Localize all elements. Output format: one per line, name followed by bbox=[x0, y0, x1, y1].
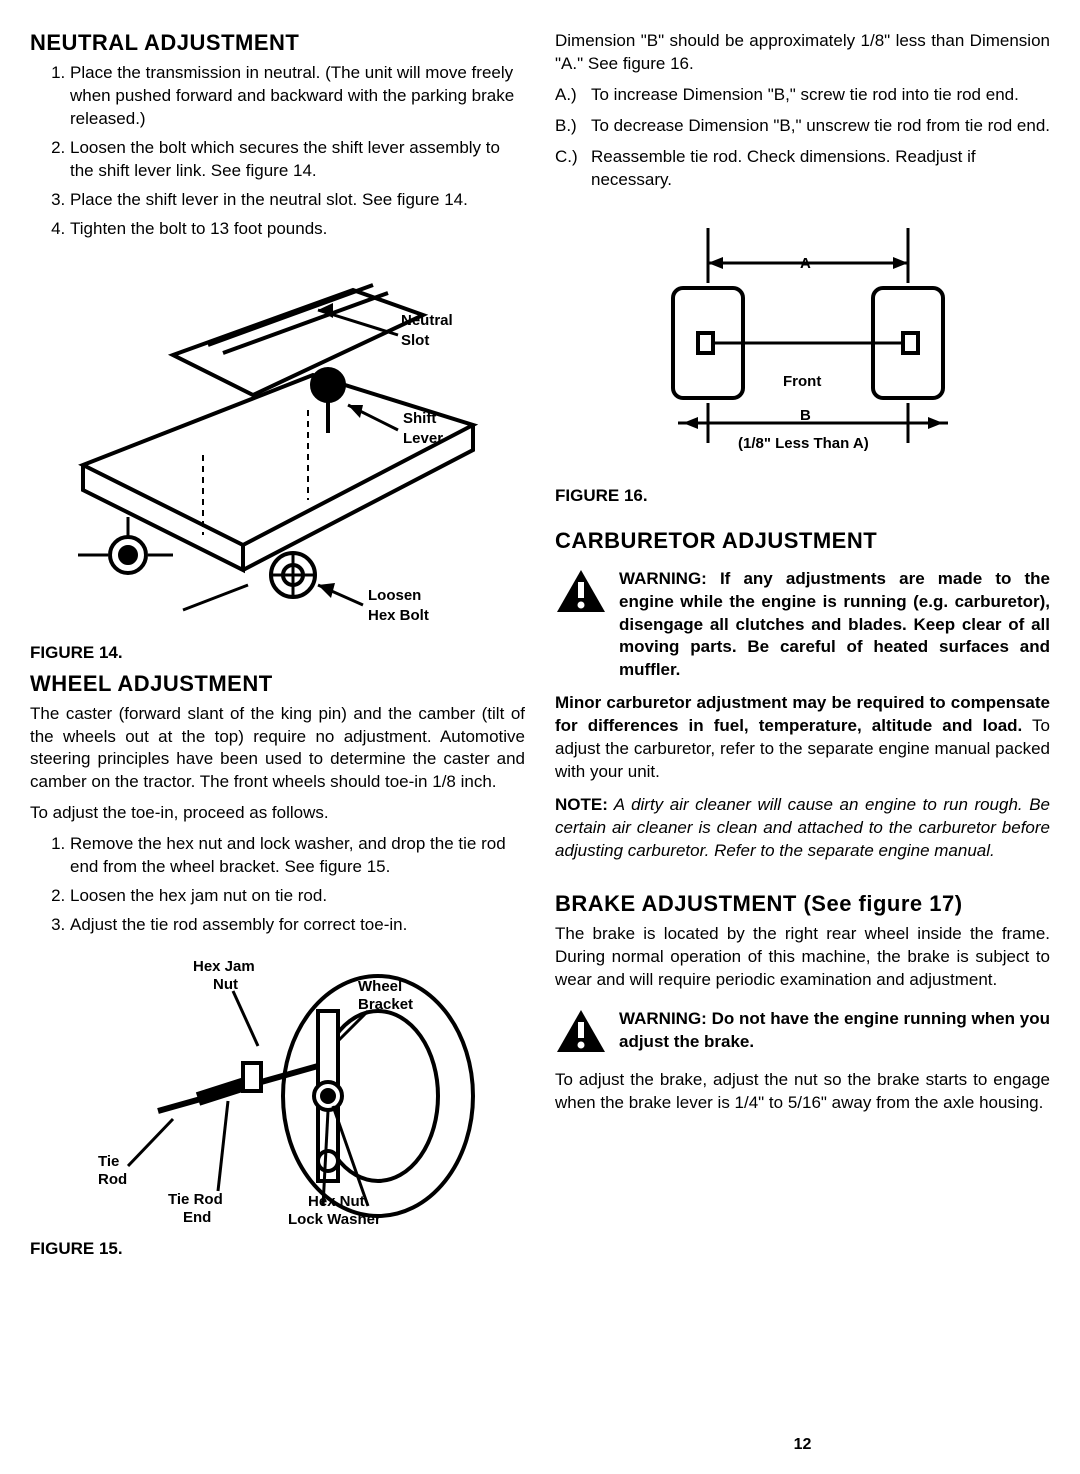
brake-para1: The brake is located by the right rear w… bbox=[555, 923, 1050, 992]
page-number: 12 bbox=[555, 1436, 1050, 1454]
label-B: B bbox=[800, 407, 811, 424]
list-item: Loosen the hex jam nut on tie rod. bbox=[70, 885, 525, 908]
step-text: To increase Dimension "B," screw tie rod… bbox=[591, 84, 1050, 107]
step-label: B.) bbox=[555, 115, 587, 138]
dim-intro: Dimension "B" should be approximately 1/… bbox=[555, 30, 1050, 76]
step-text: Reassemble tie rod. Check dimensions. Re… bbox=[591, 146, 1050, 192]
step-label: A.) bbox=[555, 84, 587, 107]
manual-page: NEUTRAL ADJUSTMENT Place the transmissio… bbox=[30, 30, 1050, 1454]
note-lead: NOTE: bbox=[555, 795, 608, 814]
carb-heading: CARBURETOR ADJUSTMENT bbox=[555, 528, 1050, 554]
label-front: Front bbox=[783, 373, 821, 390]
brake-heading: BRAKE ADJUSTMENT (See figure 17) bbox=[555, 891, 1050, 917]
label-nut: Nut bbox=[213, 976, 238, 993]
left-column: NEUTRAL ADJUSTMENT Place the transmissio… bbox=[30, 30, 525, 1454]
warning-icon bbox=[555, 568, 607, 683]
brake-warning: WARNING: Do not have the engine running … bbox=[555, 1008, 1050, 1059]
label-lockwasher: Lock Washer bbox=[288, 1211, 381, 1228]
label-neutral: Neutral bbox=[401, 312, 453, 329]
brake-warning-text: WARNING: Do not have the engine running … bbox=[619, 1008, 1050, 1059]
wheel-steps: Remove the hex nut and lock washer, and … bbox=[30, 833, 525, 943]
list-item: Tighten the bolt to 13 foot pounds. bbox=[70, 218, 525, 241]
wheel-para1: The caster (forward slant of the king pi… bbox=[30, 703, 525, 795]
label-tierodend1: Tie Rod bbox=[168, 1191, 223, 1208]
list-item: Place the transmission in neutral. (The … bbox=[70, 62, 525, 131]
step-label: C.) bbox=[555, 146, 587, 192]
label-lever: Lever bbox=[403, 430, 443, 447]
carb-note: NOTE: A dirty air cleaner will cause an … bbox=[555, 794, 1050, 863]
figure-15-caption: FIGURE 15. bbox=[30, 1239, 525, 1259]
wheel-heading: WHEEL ADJUSTMENT bbox=[30, 671, 525, 697]
label-wheel: Wheel bbox=[358, 978, 402, 995]
label-bracket: Bracket bbox=[358, 996, 413, 1013]
figure-14: Neutral Slot Shift Lever Loosen Hex Bolt bbox=[30, 255, 525, 635]
list-item: Remove the hex nut and lock washer, and … bbox=[70, 833, 525, 879]
warning-icon bbox=[555, 1008, 607, 1059]
label-hexjam: Hex Jam bbox=[193, 958, 255, 975]
figure-15: Hex Jam Nut Wheel Bracket Tie Rod Tie Ro… bbox=[30, 951, 525, 1231]
label-lessthan: (1/8" Less Than A) bbox=[738, 435, 869, 452]
label-loosen: Loosen bbox=[368, 587, 421, 604]
letter-steps: A.) To increase Dimension "B," screw tie… bbox=[555, 84, 1050, 200]
carb-para-bold: Minor carburetor adjustment may be requi… bbox=[555, 693, 1050, 735]
neutral-heading: NEUTRAL ADJUSTMENT bbox=[30, 30, 525, 56]
figure-16: A Front B (1/8" Less Than A) bbox=[555, 208, 1050, 478]
right-column: Dimension "B" should be approximately 1/… bbox=[555, 30, 1050, 1454]
step-text: To decrease Dimension "B," unscrew tie r… bbox=[591, 115, 1050, 138]
figure-16-caption: FIGURE 16. bbox=[555, 486, 1050, 506]
label-hexnut: Hex Nut bbox=[308, 1193, 365, 1210]
brake-para2: To adjust the brake, adjust the nut so t… bbox=[555, 1069, 1050, 1115]
list-item: Place the shift lever in the neutral slo… bbox=[70, 189, 525, 212]
label-shift: Shift bbox=[403, 410, 436, 427]
label-slot: Slot bbox=[401, 332, 429, 349]
neutral-steps: Place the transmission in neutral. (The … bbox=[30, 62, 525, 247]
list-item: Loosen the bolt which secures the shift … bbox=[70, 137, 525, 183]
figure-14-caption: FIGURE 14. bbox=[30, 643, 525, 663]
label-A: A bbox=[800, 255, 811, 272]
carb-warning: WARNING: If any adjustments are made to … bbox=[555, 568, 1050, 683]
label-rod: Rod bbox=[98, 1171, 127, 1188]
wheel-para2: To adjust the toe-in, proceed as follows… bbox=[30, 802, 525, 825]
carb-para: Minor carburetor adjustment may be requi… bbox=[555, 692, 1050, 784]
label-tierodend2: End bbox=[183, 1209, 211, 1226]
list-item: Adjust the tie rod assembly for correct … bbox=[70, 914, 525, 937]
carb-warning-text: WARNING: If any adjustments are made to … bbox=[619, 568, 1050, 683]
label-hexbolt: Hex Bolt bbox=[368, 607, 429, 624]
note-body: A dirty air cleaner will cause an engine… bbox=[555, 795, 1050, 860]
label-tie: Tie bbox=[98, 1153, 119, 1170]
